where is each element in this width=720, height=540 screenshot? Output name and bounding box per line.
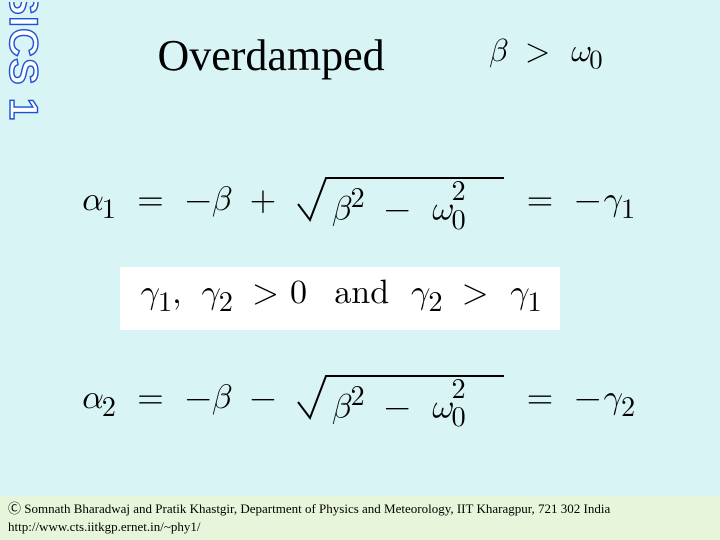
footer: Ⓒ Somnath Bharadwaj and Pratik Khastgir,… (0, 496, 720, 540)
footer-line2: http://www.cts.iitkgp.ernet.in/~phy1/ (8, 518, 712, 536)
slide: PHYSICS 1 Overdamped β > ω0 α1 = −β + β2… (0, 0, 720, 540)
equation-alpha2: α2 = −β − β2 − ω20 00 = −γ2 (80, 370, 680, 425)
overdamped-condition: β > ω0 (489, 33, 603, 77)
title-row: Overdamped β > ω0 (0, 30, 720, 81)
equation-alpha1: α1 = −β + β2 − ω20 00 = −γ1 (80, 172, 680, 227)
sqrt-icon: β2 − ω20 00 (296, 370, 506, 422)
slide-title: Overdamped (157, 30, 384, 81)
equation-area: α1 = −β + β2 − ω20 00 = −γ1 γ1, γ2 > 0 (60, 150, 680, 454)
sqrt-icon: β2 − ω20 00 (296, 172, 506, 224)
footer-line1: Ⓒ Somnath Bharadwaj and Pratik Khastgir,… (8, 500, 712, 518)
gamma-condition-box: γ1, γ2 > 0 and γ2 > γ1 (120, 267, 560, 330)
